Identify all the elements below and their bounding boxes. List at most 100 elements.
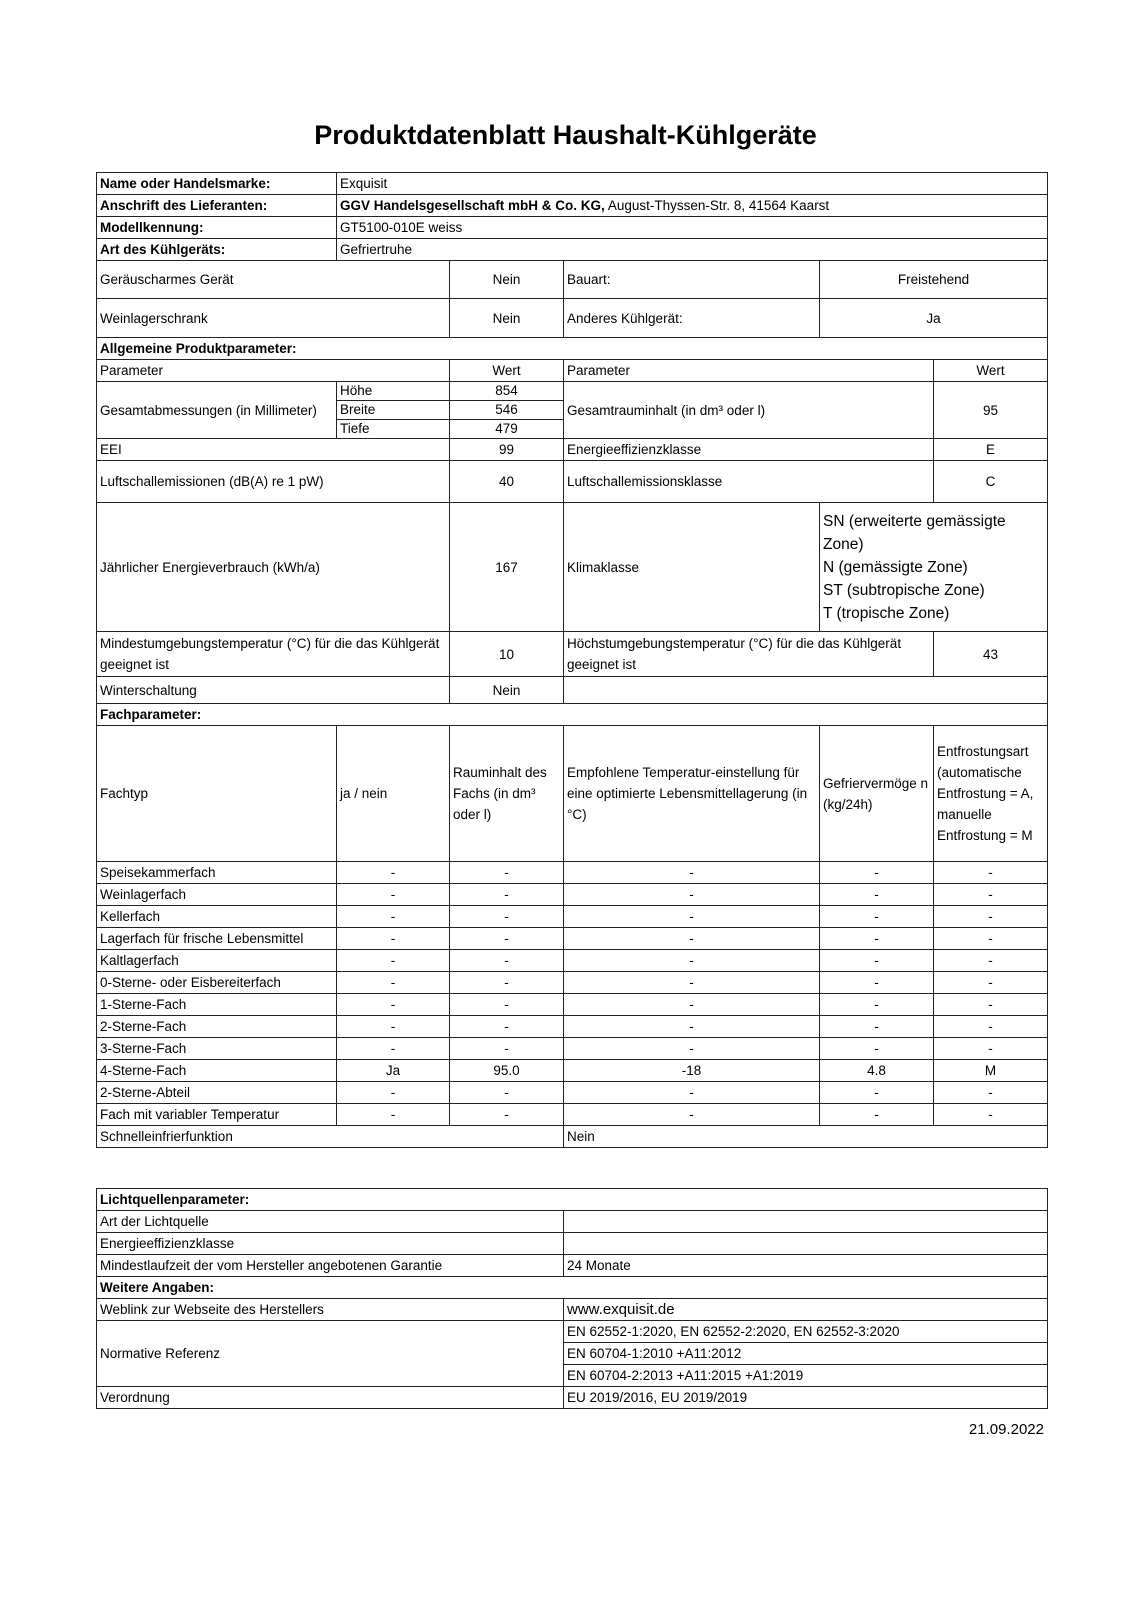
maxtemp-value: 43 [932,631,1049,677]
compartment-cell: Ja [336,1059,450,1082]
other-label: Anderes Kühlgerät: [563,298,820,338]
energy-value: 167 [449,502,564,632]
compartment-cell: - [819,1081,934,1104]
value-header-right: Wert [932,359,1049,382]
noise-label: Luftschallemissionen (dB(A) re 1 pW) [96,460,450,503]
compartment-cell: - [932,993,1049,1016]
compartment-cell: - [819,949,934,972]
compartment-cell: -18 [563,1059,820,1082]
web-link[interactable]: www.exquisit.de [562,1298,1049,1321]
type-value: Gefriertruhe [335,238,1049,261]
compartment-cell: - [563,905,820,928]
compartment-type: 4-Sterne-Fach [96,1059,337,1082]
winter-empty [562,676,1049,704]
noiseclass-label: Luftschallemissionsklasse [563,460,934,503]
build-label: Bauart: [563,260,820,299]
compartment-cell: 4.8 [819,1059,934,1082]
winter-value: Nein [449,676,564,704]
eclass-label: Energieeffizienzklasse [563,438,934,461]
compartment-cell: - [819,1015,934,1038]
param-header: Parameter [96,359,450,382]
wine-label: Weinlagerschrank [96,298,450,338]
compartment-cell: - [932,927,1049,950]
quiet-label: Geräuscharmes Gerät [96,260,450,299]
compartment-type: Lagerfach für frische Lebensmittel [96,927,337,950]
quiet-value: Nein [449,260,564,299]
compartment-type: Fach mit variabler Temperatur [96,1103,337,1126]
compartment-cell: - [336,883,450,906]
compartment-row: Fach mit variabler Temperatur - - - - - [96,1103,1049,1126]
compartment-cell: - [932,949,1049,972]
light-eclass-value [562,1232,1049,1255]
compartment-row: Weinlagerfach - - - - - [96,883,1049,906]
quickfreeze-value: Nein [562,1125,1049,1148]
compartment-cell: - [819,1037,934,1060]
climate-label: Klimaklasse [563,502,820,632]
regulation-value: EU 2019/2016, EU 2019/2019 [562,1386,1049,1409]
product-data-table: Name oder Handelsmarke: Exquisit Anschrif… [95,172,1049,1148]
norm-value-3: EN 60704-2:2013 +A11:2015 +A1:2019 [562,1364,1049,1387]
dimensions-label: Gesamtabmessungen (in Millimeter) [96,381,337,439]
climate-sn: SN (erweiterte gemässigte Zone) [823,512,1006,553]
compartment-cell: - [819,1103,934,1126]
compartment-cell: - [563,1081,820,1104]
col-volume: Rauminhalt des Fachs (in dm³ oder l) [449,725,564,862]
col-fachtyp: Fachtyp [96,725,337,862]
compartment-cell: - [932,971,1049,994]
winter-label: Winterschaltung [96,676,450,704]
eei-value: 99 [449,438,564,461]
compartment-cell: - [819,861,934,884]
col-defrost: Entfrostungsart (automatische Entfrostun… [932,725,1049,862]
compartment-cell: - [563,861,820,884]
climate-t: T (tropische Zone) [823,604,950,622]
compartment-cell: - [336,993,450,1016]
compartment-cell: - [336,971,450,994]
wine-value: Nein [449,298,564,338]
compartment-type: Kellerfach [96,905,337,928]
compartment-cell: - [563,1103,820,1126]
compartment-cell: - [932,905,1049,928]
col-temperature: Empfohlene Temperatur-einstellung für ei… [563,725,820,862]
address-label: Anschrift des Lieferanten: [96,194,337,217]
compartment-cell: - [449,927,564,950]
compartment-cell: 95.0 [449,1059,564,1082]
compartment-type: 3-Sterne-Fach [96,1037,337,1060]
width-label: Breite [336,400,450,420]
depth-label: Tiefe [336,419,450,439]
compartment-cell: - [449,905,564,928]
compartment-cell: - [563,883,820,906]
energy-label: Jährlicher Energieverbrauch (kWh/a) [96,502,450,632]
warranty-value: 24 Monate [562,1254,1049,1277]
compartment-cell: - [449,861,564,884]
light-heading: Lichtquellenparameter: [95,1188,1049,1211]
model-value: GT5100-010E weiss [335,216,1049,239]
model-label: Modellkennung: [96,216,337,239]
compartment-cell: - [819,971,934,994]
page-title: Produktdatenblatt Haushalt-Kühlgeräte [314,120,817,150]
mintemp-value: 10 [449,631,564,677]
compartment-row: Lagerfach für frische Lebensmittel - - - - - [96,927,1049,950]
compartment-cell: - [449,1103,564,1126]
compartment-cell: - [336,1103,450,1126]
more-heading: Weitere Angaben: [95,1276,1049,1299]
compartment-cell: - [819,927,934,950]
compartment-cell: - [449,949,564,972]
compartment-type: 2-Sterne-Abteil [96,1081,337,1104]
compartment-row: 2-Sterne-Abteil - - - - - [96,1081,1049,1104]
compartment-row: 1-Sterne-Fach - - - - - [96,993,1049,1016]
light-source-value [562,1210,1049,1233]
compartment-cell: - [819,905,934,928]
climate-st: ST (subtropische Zone) [823,581,985,599]
compartment-cell: - [449,993,564,1016]
eei-label: EEI [96,438,450,461]
compartment-row: Kaltlagerfach - - - - - [96,949,1049,972]
compartment-row: Speisekammerfach - - - - - [96,861,1049,884]
compartment-type: 0-Sterne- oder Eisbereiterfach [96,971,337,994]
compartment-cell: - [449,1037,564,1060]
eclass-value: E [932,438,1049,461]
compartment-type: 2-Sterne-Fach [96,1015,337,1038]
climate-values: SN (erweiterte gemässigte Zone) N (gemäss… [818,502,1049,632]
compartment-row: 0-Sterne- oder Eisbereiterfach - - - - - [96,971,1049,994]
quickfreeze-label: Schnelleinfrierfunktion [96,1125,564,1148]
mintemp-label: Mindestumgebungstemperatur (°C) für die … [96,631,450,677]
